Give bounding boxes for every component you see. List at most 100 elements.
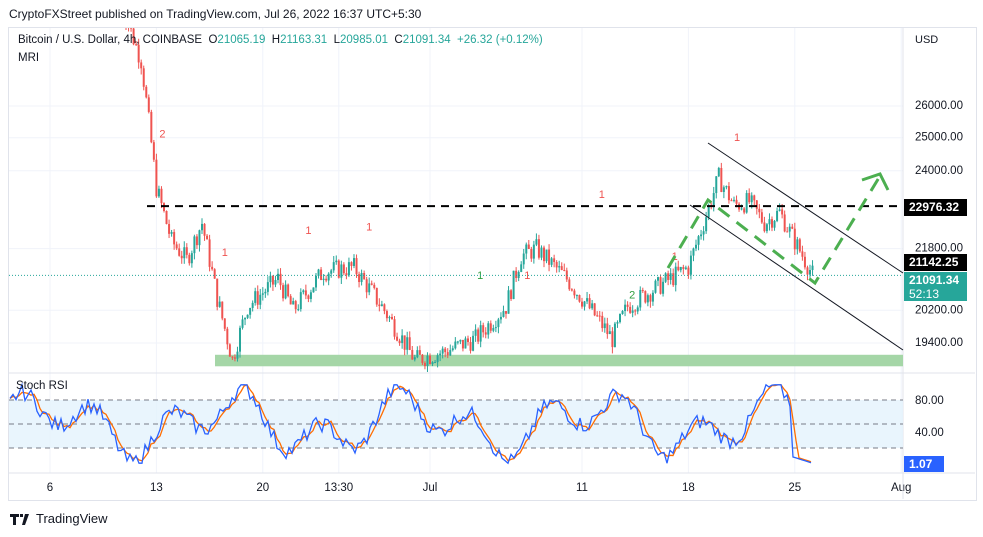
candle-body	[621, 310, 624, 314]
candle-body	[687, 267, 690, 275]
tradingview-logo[interactable]: TradingView	[10, 511, 108, 526]
candle-body	[568, 279, 571, 290]
high-price-tag: 21142.25	[904, 254, 967, 271]
candle-body	[315, 275, 317, 288]
candle-body	[672, 273, 675, 286]
candle-body	[449, 350, 452, 356]
candle-body	[505, 311, 507, 314]
candle-body	[472, 335, 475, 351]
candle-body	[132, 28, 135, 45]
candle-body	[178, 248, 181, 256]
candle-body	[299, 292, 302, 310]
candle-body	[239, 327, 241, 352]
candle-body	[216, 278, 219, 307]
candle-body	[375, 287, 378, 305]
candle-body	[801, 251, 804, 257]
candle-body	[226, 328, 229, 345]
candle-body	[130, 28, 133, 29]
candle-body	[722, 187, 725, 192]
candle-body	[155, 159, 158, 197]
candle-body	[342, 264, 345, 274]
candle-body	[249, 307, 252, 315]
candle-body	[218, 301, 221, 307]
candle-body	[309, 292, 312, 299]
candle-body	[482, 325, 485, 333]
candle-body	[786, 231, 789, 233]
symbol-title: Bitcoin / U.S. Dollar, 4h, COINBASE	[18, 34, 203, 46]
candle-body	[553, 258, 556, 263]
stoch-rsi-label: Stoch RSI	[16, 380, 68, 392]
candle-body	[502, 311, 505, 317]
candle-body	[467, 338, 469, 343]
candle-body	[591, 303, 594, 309]
candle-body	[548, 249, 551, 265]
candle-body	[190, 253, 193, 264]
last-price: 21091.34	[909, 273, 960, 287]
candle-body	[788, 226, 791, 232]
candle-body	[320, 269, 323, 281]
candle-body	[616, 322, 619, 324]
candle-body	[545, 249, 548, 262]
candle-body	[469, 342, 472, 351]
candle-body	[558, 266, 561, 268]
candle-body	[646, 295, 649, 303]
candle-body	[697, 236, 700, 245]
candle-body	[297, 309, 300, 311]
symbol-legend: Bitcoin / U.S. Dollar, 4h, COINBASE O210…	[18, 34, 543, 46]
candle-body	[811, 265, 814, 271]
x-tick-label: 6	[47, 482, 53, 494]
candle-body	[264, 291, 267, 294]
candle-body	[152, 142, 155, 160]
change-value: +26.32 (+0.12%)	[457, 34, 543, 46]
candle-body	[601, 315, 604, 329]
candle-body	[684, 267, 687, 269]
candle-body	[765, 224, 768, 232]
candle-body	[233, 357, 236, 359]
candle-body	[408, 337, 411, 350]
support-zone	[215, 354, 903, 367]
candle-body	[717, 168, 720, 177]
candle-body	[781, 209, 784, 215]
candle-body	[345, 273, 348, 276]
x-tick-label: 20	[256, 482, 269, 494]
candle-body	[740, 208, 743, 210]
candle-body	[806, 267, 809, 275]
candle-body	[494, 327, 497, 329]
y-tick-label: 19400.00	[915, 337, 963, 349]
candle-body	[499, 316, 502, 320]
candle-body	[510, 290, 513, 300]
candle-body	[441, 348, 444, 354]
candle-body	[532, 244, 535, 259]
candle-body	[540, 247, 543, 258]
candle-body	[213, 269, 216, 279]
candle-body	[413, 357, 416, 360]
candle-body	[700, 234, 703, 237]
candle-body	[322, 278, 325, 281]
candle-body	[332, 262, 335, 271]
candle-body	[284, 284, 287, 299]
candle-body	[497, 319, 500, 328]
brand-name: TradingView	[36, 511, 108, 526]
candle-body	[165, 210, 168, 225]
y-tick-label: 26000.00	[915, 100, 963, 112]
candle-body	[512, 270, 515, 300]
candle-body	[720, 168, 723, 192]
bar-countdown: 52:13	[909, 287, 940, 301]
candle-body	[256, 291, 259, 305]
candle-body	[142, 68, 145, 87]
candle-body	[563, 269, 566, 271]
candle-body	[401, 335, 404, 344]
candle-body	[289, 296, 292, 305]
candle-body	[611, 331, 614, 348]
candle-body	[517, 271, 520, 279]
candle-body	[654, 280, 657, 293]
candle-body	[128, 26, 130, 27]
candle-body	[783, 214, 786, 232]
candle-body	[489, 323, 492, 331]
candle-body	[135, 44, 138, 46]
x-tick-label: 25	[788, 482, 801, 494]
candle-body	[527, 244, 530, 249]
candle-body	[325, 278, 328, 281]
candle-body	[778, 209, 781, 211]
